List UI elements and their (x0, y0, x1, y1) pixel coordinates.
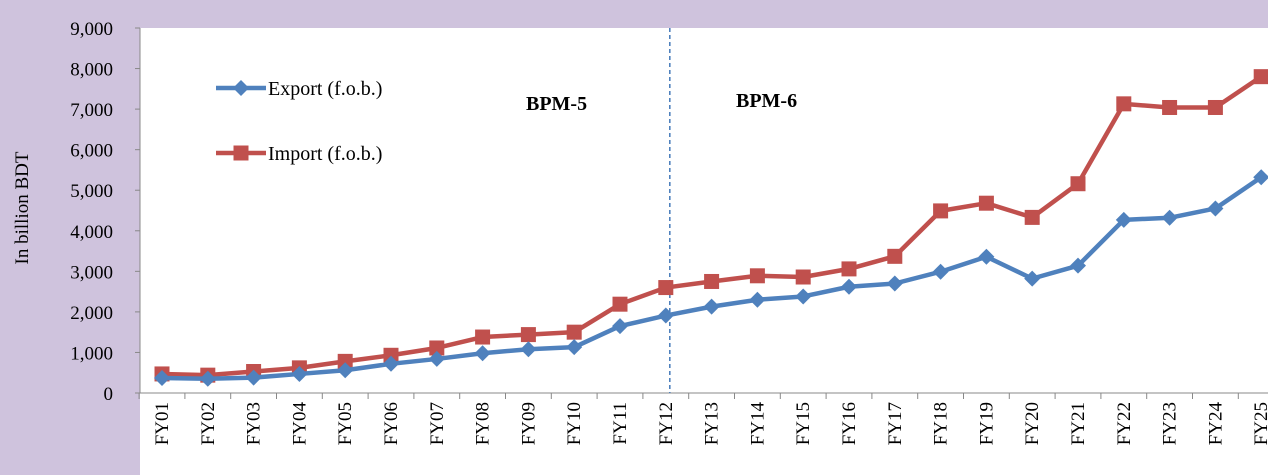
export-point (428, 350, 445, 367)
x-tick-label: FY24 (1205, 402, 1226, 446)
x-tick-label: FY08 (473, 402, 494, 445)
export-point (245, 369, 262, 386)
export-point (841, 278, 857, 295)
import-point (978, 195, 994, 211)
export-point (978, 248, 995, 265)
import-point (383, 347, 399, 363)
import-point (658, 280, 674, 296)
legend-marker (233, 145, 249, 161)
import-point (1116, 96, 1132, 112)
x-tick-label: FY03 (244, 402, 265, 445)
y-tick-label: 9,000 (70, 19, 113, 40)
import-point (1253, 69, 1268, 85)
x-tick-label: FY16 (839, 402, 860, 445)
export-point (566, 339, 583, 356)
x-tick-label: FY25 (1251, 402, 1268, 445)
y-tick-label: 2,000 (70, 303, 113, 324)
x-tick-label: FY15 (793, 402, 814, 445)
import-point (1070, 176, 1086, 192)
import-point (841, 261, 857, 277)
legend-label: Export (f.o.b.) (268, 78, 382, 100)
export-point (1161, 209, 1178, 226)
x-tick-label: FY01 (152, 402, 173, 445)
x-tick-label: FY22 (1114, 402, 1135, 445)
y-tick-label: 7,000 (70, 100, 113, 121)
legend-label: Import (f.o.b.) (268, 143, 382, 165)
import-point (795, 269, 811, 285)
import-point (749, 268, 765, 284)
x-tick-label: FY23 (1160, 402, 1181, 445)
x-tick-label: FY19 (976, 402, 997, 445)
export-point (1115, 211, 1132, 228)
x-tick-label: FY13 (702, 402, 723, 445)
x-tick-label: FY11 (610, 402, 631, 445)
import-point (1162, 99, 1178, 115)
legend-item-export: Export (f.o.b.) (216, 78, 382, 100)
x-tick-label: FY20 (1022, 402, 1043, 445)
import-point (429, 340, 445, 356)
bpm6-annotation: BPM-6 (736, 90, 797, 112)
export-point (1024, 270, 1041, 287)
y-tick-label: 0 (104, 384, 114, 405)
import-point (612, 296, 628, 312)
legend-item-import: Import (f.o.b.) (216, 143, 382, 165)
export-series (154, 169, 1268, 387)
export-point (199, 370, 216, 387)
export-point (795, 288, 812, 305)
export-point (749, 291, 766, 308)
x-tick-label: FY18 (931, 402, 952, 445)
import-point (933, 203, 949, 219)
y-tick-label: 4,000 (70, 222, 113, 243)
export-point (1070, 257, 1086, 274)
series-group (154, 69, 1268, 387)
y-tick-label: 8,000 (70, 60, 113, 81)
x-tick-label: FY07 (427, 402, 448, 445)
x-tick-label: FY10 (564, 402, 585, 445)
y-tick-label: 3,000 (70, 262, 113, 283)
legend-marker (233, 80, 249, 96)
axes (135, 27, 1268, 399)
x-tick-label: FY09 (518, 402, 539, 445)
import-point (566, 324, 582, 340)
y-axis-title: In billion BDT (12, 151, 33, 264)
legend: Export (f.o.b.) Import (f.o.b.) (216, 78, 382, 165)
export-point (520, 341, 537, 358)
export-point (154, 369, 170, 386)
export-point (886, 275, 903, 292)
export-point (932, 263, 949, 280)
x-tick-label: FY14 (747, 402, 768, 446)
export-point (1207, 200, 1224, 217)
x-tick-label: FY17 (885, 402, 906, 445)
x-tick-label: FY06 (381, 402, 402, 445)
plot-area (140, 28, 1268, 475)
y-tick-label: 5,000 (70, 181, 113, 202)
import-point (475, 329, 491, 345)
y-tick-label: 6,000 (70, 141, 113, 162)
import-point (1024, 209, 1040, 225)
x-tick-label: FY21 (1068, 402, 1089, 445)
export-point (383, 355, 399, 372)
bpm5-annotation: BPM-5 (526, 93, 587, 115)
y-tick-label: 1,000 (70, 343, 113, 364)
y-tick-labels: 0 1,000 2,000 3,000 4,000 5,000 6,000 7,000 8,00… (70, 19, 113, 405)
export-point (612, 318, 628, 335)
import-point (704, 273, 720, 289)
import-point (1207, 99, 1223, 115)
import-point (520, 327, 536, 343)
x-tick-label: FY04 (289, 402, 310, 446)
export-point (1253, 169, 1268, 186)
x-tick-label: FY02 (198, 402, 219, 445)
export-point (474, 345, 491, 362)
export-point (337, 362, 354, 379)
x-tick-label: FY05 (335, 402, 356, 445)
x-tick-labels: FY01 FY02 FY03 FY04 FY05 FY06 FY07 FY08 FY09 FY10… (152, 402, 1268, 446)
export-point (291, 365, 308, 382)
export-point (657, 307, 674, 324)
import-point (887, 248, 903, 264)
import-point (337, 353, 353, 369)
x-tick-label: FY12 (656, 402, 677, 445)
export-point (703, 298, 720, 315)
